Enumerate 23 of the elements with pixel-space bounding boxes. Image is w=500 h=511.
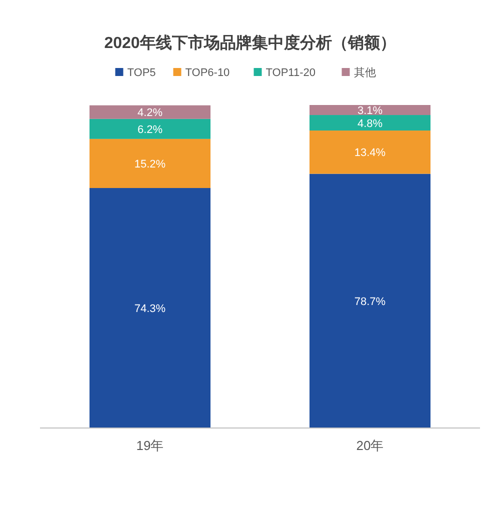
bar: [310, 115, 430, 131]
data-label: 78.7%: [354, 296, 386, 308]
x-tick-label: 20年: [356, 438, 384, 453]
data-label: 4.2%: [137, 107, 163, 120]
x-tick-label: 19年: [136, 438, 164, 453]
bar: [90, 118, 210, 139]
bar: [310, 174, 430, 428]
data-label: 3.1%: [357, 105, 383, 118]
chart-title: 2020年线下市场品牌集中度分析（销额）: [104, 33, 396, 52]
data-label: 13.4%: [354, 147, 386, 160]
bar: [90, 138, 210, 188]
bar: [90, 188, 210, 428]
legend-label: TOP11-20: [266, 67, 316, 79]
legend-label: TOP5: [127, 67, 156, 79]
data-label: 74.3%: [134, 303, 166, 316]
data-label: 15.2%: [134, 158, 166, 170]
legend-label: 其他: [354, 66, 376, 79]
legend-label: TOP6-10: [185, 67, 230, 79]
bar: [90, 105, 210, 119]
bar: [310, 105, 430, 116]
bar: [310, 130, 430, 174]
data-label: 4.8%: [357, 118, 383, 130]
data-label: 6.2%: [137, 124, 163, 136]
